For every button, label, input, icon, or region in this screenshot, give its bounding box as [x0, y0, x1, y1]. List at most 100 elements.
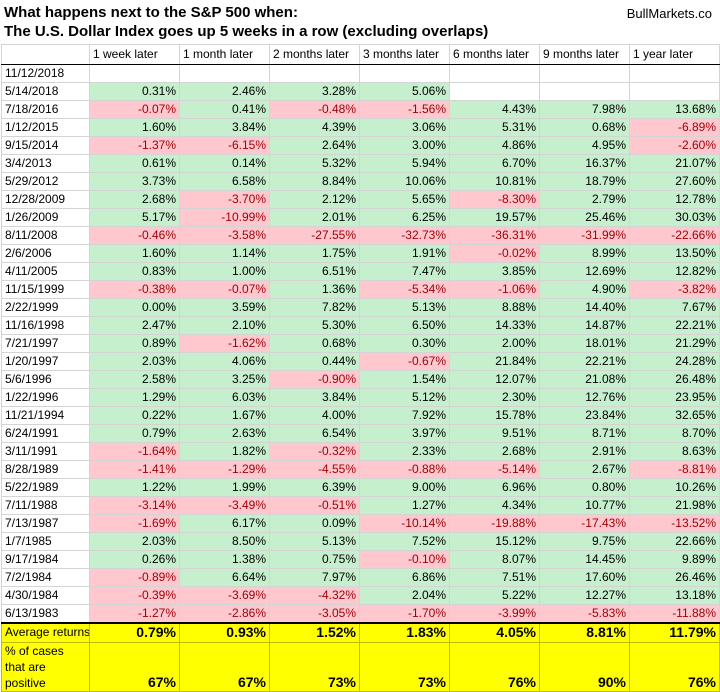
summary-label: % of cases that are positive	[1, 642, 90, 692]
return-cell: 2.33%	[359, 442, 450, 461]
return-cell: 4.34%	[449, 496, 540, 515]
table-row: 7/18/2016 -0.07% 0.41% -0.48% -1.56% 4.43% 7.9…	[1, 100, 720, 119]
return-cell: 23.95%	[629, 388, 720, 407]
return-cell: 0.75%	[269, 550, 360, 569]
return-cell: 6.54%	[269, 424, 360, 443]
return-cell: -11.88%	[629, 604, 720, 624]
return-cell	[89, 64, 180, 83]
return-cell: 2.58%	[89, 370, 180, 389]
return-cell: 18.79%	[539, 172, 630, 191]
return-cell: 0.41%	[179, 100, 270, 119]
table-row: 6/13/1983 -1.27% -2.86% -3.05% -1.70% -3.99% -…	[1, 604, 720, 624]
return-cell: 22.21%	[539, 352, 630, 371]
table-row: 3/11/1991 -1.64% 1.82% -0.32% 2.33% 2.68% 2.91…	[1, 442, 720, 461]
return-cell: 6.25%	[359, 208, 450, 227]
return-cell: -1.69%	[89, 514, 180, 533]
return-cell: 2.47%	[89, 316, 180, 335]
return-cell: 2.10%	[179, 316, 270, 335]
return-cell: 30.03%	[629, 208, 720, 227]
return-cell: 7.52%	[359, 532, 450, 551]
row-date: 3/4/2013	[1, 154, 90, 173]
return-cell: -32.73%	[359, 226, 450, 245]
return-cell: 0.61%	[89, 154, 180, 173]
return-cell: 1.60%	[89, 118, 180, 137]
return-cell: -0.07%	[89, 100, 180, 119]
row-date: 4/11/2005	[1, 262, 90, 281]
return-cell: -5.14%	[449, 460, 540, 479]
return-cell: 21.98%	[629, 496, 720, 515]
return-cell: 3.00%	[359, 136, 450, 155]
table-row: 9/17/1984 0.26% 1.38% 0.75% -0.10% 8.07% 14.45…	[1, 550, 720, 569]
return-cell: -5.83%	[539, 604, 630, 624]
summary-value: 90%	[539, 642, 630, 692]
return-cell: 3.59%	[179, 298, 270, 317]
return-cell: 7.97%	[269, 568, 360, 587]
table-row: 7/21/1997 0.89% -1.62% 0.68% 0.30% 2.00% 18.01…	[1, 334, 720, 353]
table-row: 1/22/1996 1.29% 6.03% 3.84% 5.12% 2.30% 12.76%…	[1, 388, 720, 407]
return-cell: 13.50%	[629, 244, 720, 263]
return-cell: 2.30%	[449, 388, 540, 407]
return-cell: 32.65%	[629, 406, 720, 425]
return-cell: 0.14%	[179, 154, 270, 173]
table-row: 2/22/1999 0.00% 3.59% 7.82% 5.13% 8.88% 14.40%…	[1, 298, 720, 317]
return-cell: -10.99%	[179, 208, 270, 227]
return-cell: -0.67%	[359, 352, 450, 371]
return-cell: -17.43%	[539, 514, 630, 533]
return-cell: -6.15%	[179, 136, 270, 155]
return-cell: 2.63%	[179, 424, 270, 443]
return-cell: 12.69%	[539, 262, 630, 281]
return-cell: 1.22%	[89, 478, 180, 497]
column-header: 9 months later	[539, 44, 630, 65]
return-cell: 1.99%	[179, 478, 270, 497]
return-cell: -1.37%	[89, 136, 180, 155]
return-cell: 7.82%	[269, 298, 360, 317]
column-header: 1 month later	[179, 44, 270, 65]
row-date: 2/22/1999	[1, 298, 90, 317]
return-cell: 9.75%	[539, 532, 630, 551]
return-cell	[359, 64, 450, 83]
row-date: 12/28/2009	[1, 190, 90, 209]
return-cell: 0.22%	[89, 406, 180, 425]
return-cell	[629, 64, 720, 83]
return-cell: 6.86%	[359, 568, 450, 587]
return-cell: 1.27%	[359, 496, 450, 515]
row-date: 7/13/1987	[1, 514, 90, 533]
row-date: 1/12/2015	[1, 118, 90, 137]
return-cell: 0.83%	[89, 262, 180, 281]
return-cell: 5.32%	[269, 154, 360, 173]
return-cell: -0.38%	[89, 280, 180, 299]
return-cell: 3.28%	[269, 82, 360, 101]
return-cell	[449, 64, 540, 83]
return-cell: -0.89%	[89, 568, 180, 587]
return-cell: 7.98%	[539, 100, 630, 119]
return-cell: 27.60%	[629, 172, 720, 191]
return-cell: -1.41%	[89, 460, 180, 479]
return-cell: 10.26%	[629, 478, 720, 497]
return-cell: 0.30%	[359, 334, 450, 353]
table-row: 7/11/1988 -3.14% -3.49% -0.51% 1.27% 4.34% 10.…	[1, 496, 720, 515]
return-cell: 0.89%	[89, 334, 180, 353]
table-row: 2/6/2006 1.60% 1.14% 1.75% 1.91% -0.02% 8.99% 1…	[1, 244, 720, 263]
return-cell	[539, 64, 630, 83]
return-cell: 3.73%	[89, 172, 180, 191]
return-cell: 14.45%	[539, 550, 630, 569]
return-cell: 0.68%	[269, 334, 360, 353]
return-cell: 2.00%	[449, 334, 540, 353]
return-cell: 8.88%	[449, 298, 540, 317]
return-cell: 1.29%	[89, 388, 180, 407]
return-cell: -8.81%	[629, 460, 720, 479]
return-cell: 8.50%	[179, 532, 270, 551]
return-cell: 8.70%	[629, 424, 720, 443]
return-cell: 2.67%	[539, 460, 630, 479]
return-cell	[269, 64, 360, 83]
return-cell: 7.67%	[629, 298, 720, 317]
header: What happens next to the S&P 500 when: T…	[0, 0, 720, 44]
return-cell: -3.70%	[179, 190, 270, 209]
return-cell: -3.58%	[179, 226, 270, 245]
return-cell: 16.37%	[539, 154, 630, 173]
percent-positive-row: % of cases that are positive 67% 67% 73% 73%…	[1, 642, 720, 692]
table-row: 1/20/1997 2.03% 4.06% 0.44% -0.67% 21.84% 22.2…	[1, 352, 720, 371]
summary-value: 76%	[629, 642, 720, 692]
return-cell: 2.46%	[179, 82, 270, 101]
table-row: 5/22/1989 1.22% 1.99% 6.39% 9.00% 6.96% 0.80% 1…	[1, 478, 720, 497]
